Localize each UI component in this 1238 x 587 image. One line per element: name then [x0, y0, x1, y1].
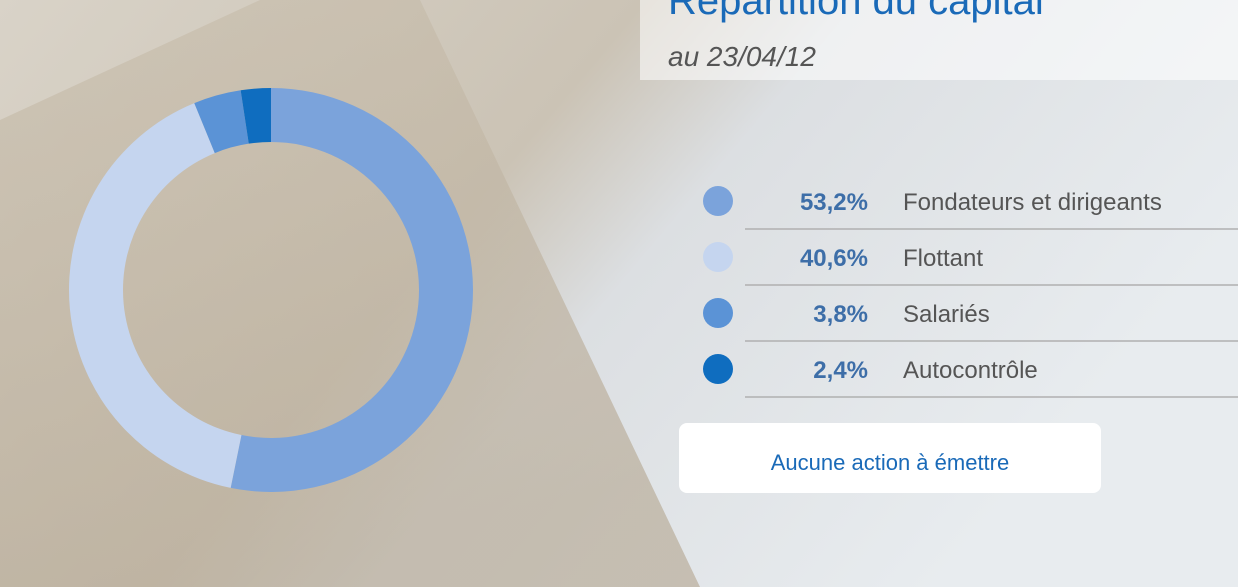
- legend-label: Flottant: [903, 245, 983, 272]
- legend-swatch: [703, 186, 733, 216]
- annotation: Aucune action à émettre: [771, 450, 1009, 475]
- legend-label: Salariés: [903, 301, 990, 328]
- chart-title: Répartition du capital: [668, 0, 1044, 23]
- legend-label: Autocontrôle: [903, 357, 1038, 384]
- chart-subtitle: au 23/04/12: [668, 41, 816, 72]
- legend-value: 2,4%: [813, 357, 868, 384]
- legend-value: 3,8%: [813, 301, 868, 328]
- legend-swatch: [703, 242, 733, 272]
- legend-value: 40,6%: [800, 245, 868, 272]
- legend-swatch: [703, 354, 733, 384]
- legend-label: Fondateurs et dirigeants: [903, 189, 1162, 216]
- legend-swatch: [703, 298, 733, 328]
- chart: Répartition du capital au 23/04/12 53,2%…: [0, 0, 1238, 587]
- legend-value: 53,2%: [800, 189, 868, 216]
